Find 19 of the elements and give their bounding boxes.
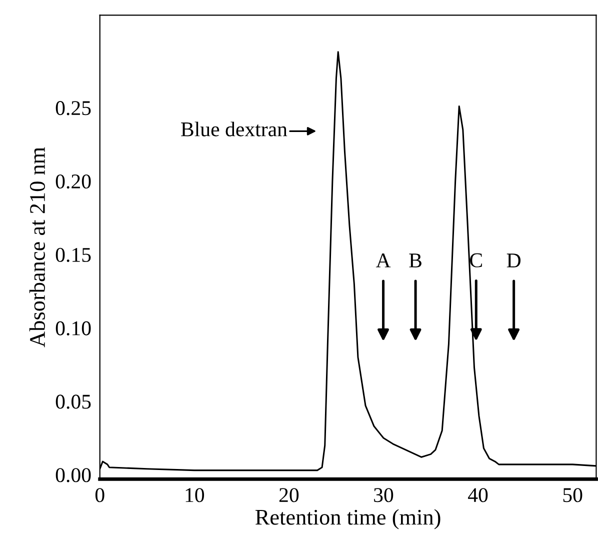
y-tick-label: 0.20 (56, 174, 91, 189)
annotation: B (409, 254, 422, 268)
x-tick-label: 30 (374, 488, 394, 502)
y-tick-label: 0.25 (56, 101, 91, 116)
annotation: A (376, 254, 391, 268)
x-axis-title: Retention time (min) (255, 509, 440, 530)
x-tick-label: 40 (468, 488, 488, 502)
annotation: D (506, 254, 521, 268)
x-tick-label: 0 (95, 488, 104, 502)
annotation: Blue dextran (181, 122, 288, 136)
x-tick-label: 10 (186, 488, 204, 502)
y-tick-label: 0.10 (56, 321, 91, 336)
y-axis-title: Absorbance at 210 nm (29, 147, 46, 348)
y-tick-label: 0.00 (56, 468, 91, 482)
x-tick-label: 20 (279, 488, 299, 502)
annotation: C (470, 253, 482, 268)
y-tick-label: 0.15 (56, 248, 91, 262)
y-tick-label: 0.05 (56, 394, 91, 409)
x-tick-label: 50 (563, 488, 582, 502)
